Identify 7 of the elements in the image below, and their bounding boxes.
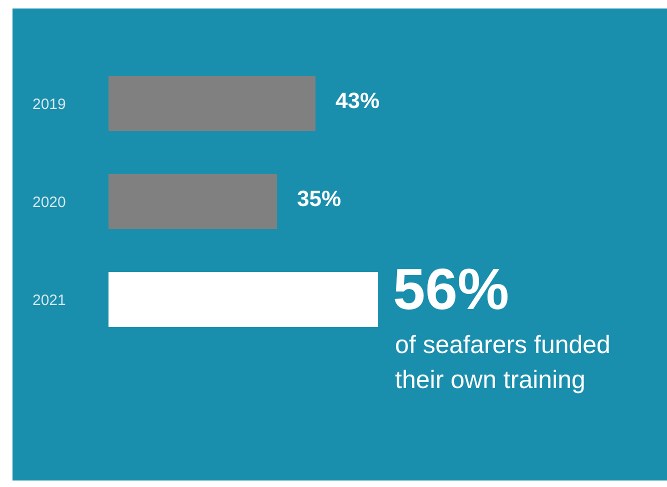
y-tick-label: 2020 <box>32 194 66 211</box>
y-tick-label: 2021 <box>32 292 66 309</box>
data-label: 35% <box>296 186 342 212</box>
data-label: 43% <box>335 88 380 114</box>
text: of seafarers funded their own training <box>395 330 610 394</box>
data-label: 56% <box>393 257 510 322</box>
y-tick-label: 2019 <box>32 96 66 113</box>
